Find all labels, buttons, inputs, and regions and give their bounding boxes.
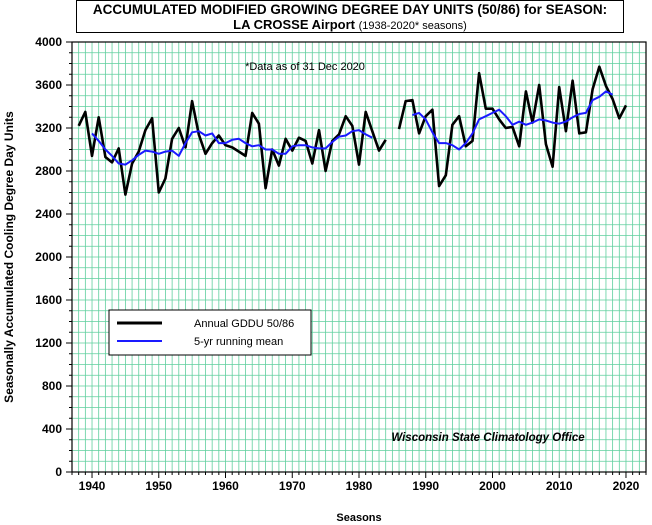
grid	[71, 41, 647, 473]
y-tick-label: 800	[42, 379, 62, 393]
chart-title: ACCUMULATED MODIFIED GROWING DEGREE DAY …	[92, 2, 608, 17]
station-name: LA CROSSE Airport	[233, 17, 355, 32]
x-axis-label: Seasons	[336, 512, 381, 524]
credit-label: Wisconsin State Climatology Office	[391, 432, 585, 444]
series-line-annual-gddu	[77, 65, 628, 196]
x-tick-label: 2010	[546, 479, 573, 493]
x-tick-label: 2020	[613, 479, 640, 493]
axes: 1940 1950 1960 1970 1980 1990 2000 2010 2020 0 400…	[35, 35, 647, 493]
chart-title-box: ACCUMULATED MODIFIED GROWING DEGREE DAY …	[76, 0, 624, 33]
series-line-5yr-mean	[91, 90, 614, 166]
y-tick-label: 2800	[35, 164, 62, 178]
x-tick-label: 2000	[479, 479, 506, 493]
legend-label-annual: Annual GDDU 50/86	[194, 318, 294, 330]
y-tick-label: 4000	[35, 35, 62, 49]
legend: Annual GDDU 50/86 5-yr running mean	[108, 309, 312, 356]
y-tick-label: 400	[42, 422, 62, 436]
y-tick-label: 3600	[35, 78, 62, 92]
season-range: (1938-2020* seasons)	[358, 20, 467, 32]
x-tick-label: 1980	[346, 479, 373, 493]
y-tick-label: 3200	[35, 121, 62, 135]
x-tick-label: 1990	[412, 479, 439, 493]
y-tick-label: 1600	[35, 293, 62, 307]
series-group	[77, 65, 628, 196]
x-tick-label: 1940	[79, 479, 106, 493]
legend-label-mean: 5-yr running mean	[194, 336, 283, 348]
x-tick-label: 1950	[145, 479, 172, 493]
y-tick-label: 0	[55, 465, 62, 479]
y-tick-label: 2000	[35, 250, 62, 264]
y-tick-label: 2400	[35, 207, 62, 221]
x-tick-label: 1970	[279, 479, 306, 493]
legend-box	[108, 309, 312, 356]
y-tick-label: 1200	[35, 336, 62, 350]
x-tick-label: 1960	[212, 479, 239, 493]
y-axis-label: Seasonally Accumulated Cooling Degree Da…	[2, 111, 16, 403]
chart-subtitle: LA CROSSE Airport (1938-2020* seasons)	[77, 17, 623, 34]
data-date-note: *Data as of 31 Dec 2020	[245, 61, 365, 73]
